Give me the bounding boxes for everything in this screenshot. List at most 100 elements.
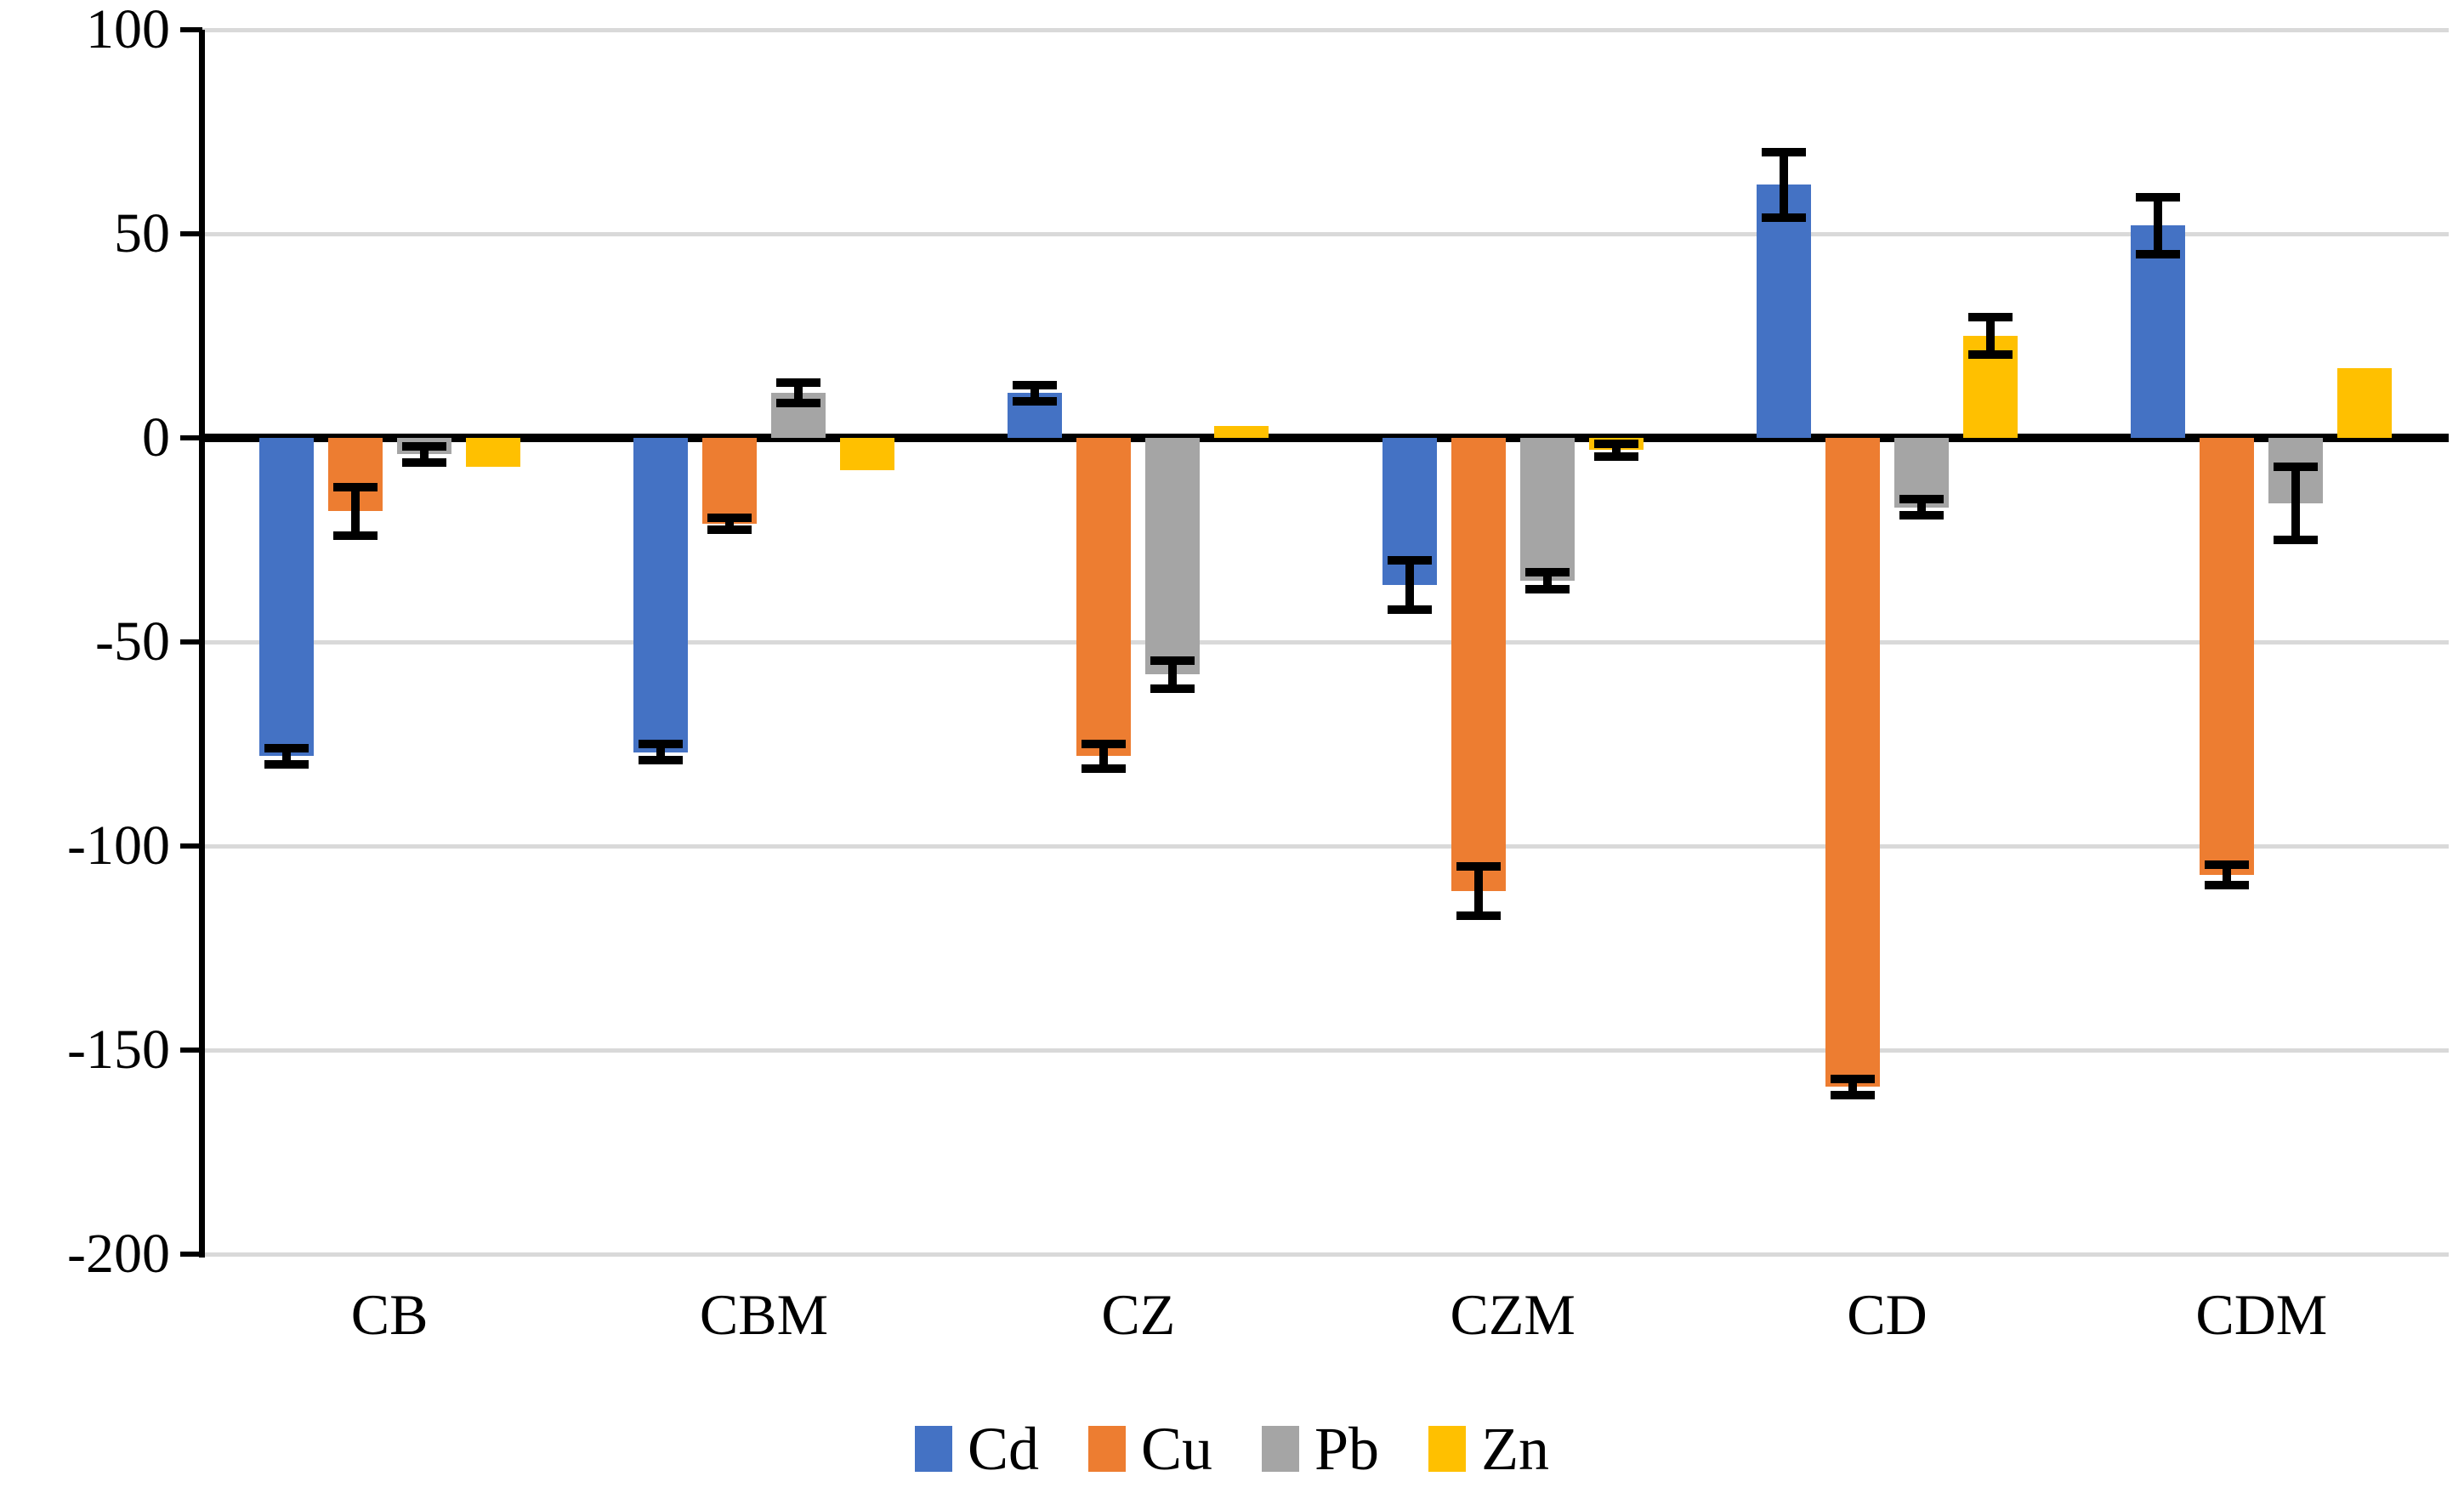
error-bar-cap-bottom-Cu-CDM [2205, 880, 2250, 889]
error-bar-cap-top-Cd-CD [1762, 148, 1806, 156]
bar-Cd-CDM [2131, 225, 2186, 438]
error-bar-cap-top-Zn-CZM [1593, 440, 1638, 449]
error-bar-cap-bottom-Zn-CZM [1593, 451, 1638, 461]
error-bar-Cu-CD [1848, 1078, 1857, 1095]
error-bar-cap-top-Pb-CD [1899, 495, 1944, 503]
gridline--200 [202, 1252, 2449, 1257]
x-tick-label-CBM: CBM [699, 1282, 829, 1347]
bar-Zn-CB [465, 438, 520, 467]
error-bar-cap-top-Pb-CDM [2274, 462, 2319, 471]
error-bar-cap-top-Cd-CZ [1013, 380, 1058, 389]
error-bar-cap-bottom-Cu-CZ [1082, 764, 1127, 773]
bar-Cu-CZ [1076, 438, 1132, 757]
error-bar-cap-top-Cd-CZM [1387, 556, 1432, 565]
y-tick-label--100: -100 [67, 815, 170, 877]
error-bar-Cu-CB [350, 486, 360, 537]
error-bar-cap-top-Cu-CZ [1082, 740, 1127, 748]
error-bar-cap-bottom-Pb-CZ [1150, 684, 1195, 694]
legend: Cd Cu Pb Zn [0, 1418, 2464, 1479]
error-bar-cap-top-Cu-CZM [1456, 862, 1501, 871]
error-bar-cap-top-Pb-CZ [1150, 656, 1195, 665]
legend-swatch-Cd [914, 1426, 952, 1472]
error-bar-cap-bottom-Cu-CBM [707, 525, 752, 534]
error-bar-Cd-CDM [2154, 196, 2163, 254]
error-bar-Pb-CDM [2291, 466, 2301, 540]
bar-Cu-CZM [1451, 438, 1506, 891]
error-bar-Pb-CZ [1168, 660, 1178, 690]
error-bar-Cu-CDM [2223, 864, 2232, 885]
y-tick--100 [180, 843, 202, 849]
error-bar-cap-bottom-Cu-CZM [1456, 911, 1501, 920]
error-bar-cap-bottom-Pb-CBM [776, 399, 820, 408]
error-bar-cap-top-Pb-CB [401, 441, 446, 451]
legend-label-Cd: Cd [967, 1415, 1039, 1483]
error-bar-cap-bottom-Cu-CD [1831, 1090, 1875, 1099]
bar-Zn-CZ [1214, 425, 1269, 438]
gridline-100 [202, 28, 2449, 32]
error-bar-cap-top-Cu-CB [332, 482, 378, 491]
y-tick--150 [180, 1048, 202, 1053]
legend-swatch-Pb [1262, 1426, 1300, 1472]
bar-Zn-CBM [840, 438, 894, 471]
bar-Cu-CDM [2200, 438, 2255, 875]
y-tick-100 [180, 27, 202, 32]
y-axis-line [199, 30, 205, 1258]
legend-item-Pb: Pb [1262, 1418, 1379, 1479]
x-tick-label-CD: CD [1847, 1282, 1927, 1347]
y-tick-label--50: -50 [95, 610, 170, 673]
gridline-50 [202, 232, 2449, 236]
error-bar-cap-top-Cd-CDM [2136, 192, 2181, 202]
x-tick-label-CB: CB [350, 1282, 429, 1347]
error-bar-Pb-CBM [794, 383, 803, 404]
error-bar-cap-bottom-Cd-CZM [1387, 605, 1432, 614]
x-tick-label-CDM: CDM [2195, 1282, 2328, 1347]
legend-swatch-Zn [1428, 1426, 1467, 1472]
error-bar-cap-bottom-Cd-CBM [639, 756, 683, 765]
y-tick-label--150: -150 [67, 1019, 170, 1081]
error-bar-cap-bottom-Cd-CDM [2136, 250, 2181, 258]
error-bar-Cu-CZ [1099, 744, 1109, 769]
x-tick-label-CZM: CZM [1450, 1282, 1575, 1347]
error-bar-Pb-CZM [1542, 572, 1552, 589]
y-tick-0 [180, 435, 202, 440]
error-bar-cap-top-Pb-CZM [1524, 568, 1570, 577]
error-bar-cap-top-Cu-CD [1831, 1074, 1875, 1083]
x-tick-label-CZ: CZ [1101, 1282, 1176, 1347]
bar-Cd-CD [1757, 185, 1811, 438]
error-bar-Cd-CZ [1030, 384, 1040, 401]
legend-swatch-Cu [1087, 1426, 1126, 1472]
bar-Cd-CBM [633, 438, 688, 752]
y-tick--50 [180, 639, 202, 644]
gridline--100 [202, 844, 2449, 849]
error-bar-Cd-CD [1780, 152, 1788, 218]
error-bar-Pb-CB [419, 446, 429, 463]
y-tick-50 [180, 231, 202, 236]
error-bar-cap-bottom-Cd-CD [1762, 213, 1806, 222]
y-tick--200 [180, 1252, 202, 1257]
error-bar-Cu-CZM [1473, 866, 1483, 916]
legend-item-Zn: Zn [1428, 1418, 1549, 1479]
bar-Cu-CBM [702, 438, 757, 524]
y-tick-label--200: -200 [67, 1223, 170, 1285]
gridline--50 [202, 640, 2449, 644]
error-bar-cap-bottom-Cd-CB [264, 760, 309, 769]
y-tick-label-0: 0 [142, 406, 170, 468]
y-tick-label-50: 50 [114, 202, 170, 264]
legend-label-Cu: Cu [1140, 1415, 1213, 1483]
gridline--150 [202, 1048, 2449, 1053]
x-axis-zero-line [202, 434, 2449, 442]
error-bar-cap-top-Pb-CBM [776, 378, 820, 388]
legend-label-Pb: Pb [1314, 1415, 1380, 1483]
bar-Pb-CZM [1519, 438, 1575, 581]
error-bar-Zn-CD [1986, 317, 1995, 355]
error-bar-Pb-CD [1917, 499, 1926, 516]
bar-Zn-CDM [2337, 368, 2393, 438]
error-bar-Zn-CZM [1611, 444, 1621, 457]
error-bar-cap-bottom-Pb-CZM [1524, 584, 1570, 593]
error-bar-cap-top-Cd-CBM [639, 740, 683, 748]
bar-Cd-CB [258, 438, 314, 757]
error-bar-cap-bottom-Pb-CDM [2274, 536, 2319, 544]
bar-Pb-CZ [1145, 438, 1201, 675]
error-bar-Cd-CZM [1405, 560, 1414, 610]
error-bar-cap-top-Cu-CDM [2205, 860, 2250, 869]
